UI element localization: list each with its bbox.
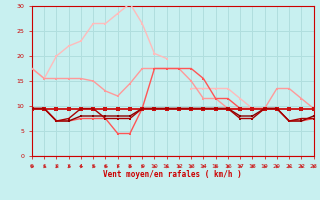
X-axis label: Vent moyen/en rafales ( km/h ): Vent moyen/en rafales ( km/h ) (103, 170, 242, 179)
